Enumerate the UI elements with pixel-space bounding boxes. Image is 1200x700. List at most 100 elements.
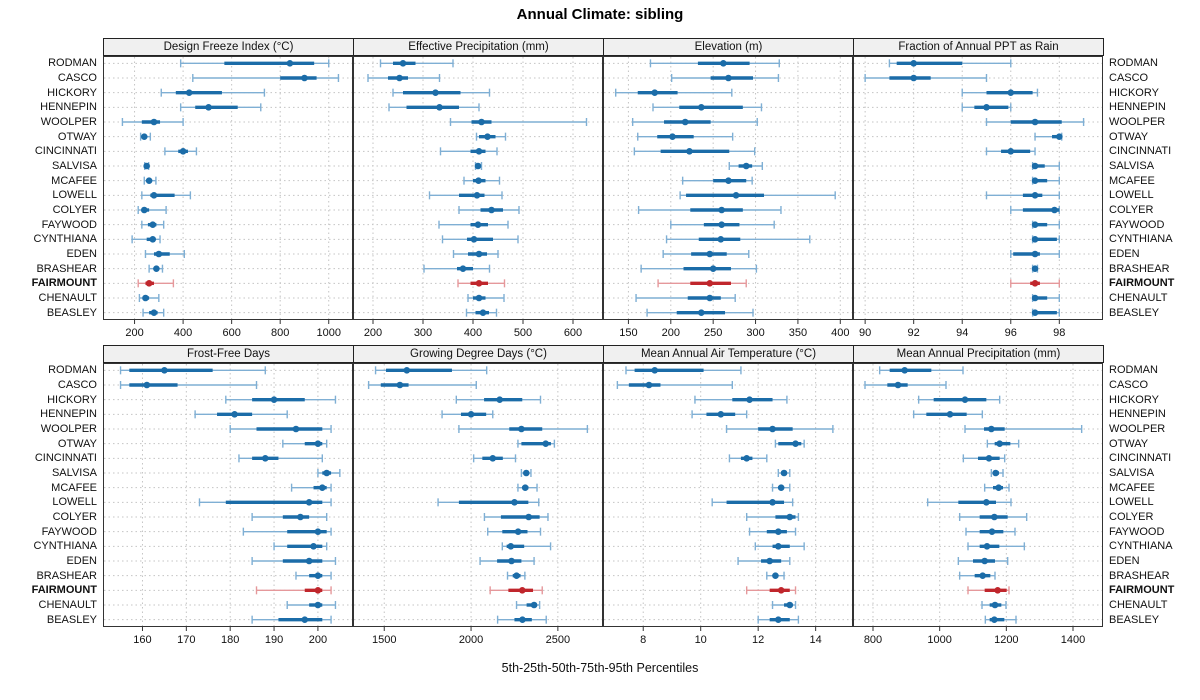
site-label-rodman: RODMAN — [1109, 364, 1158, 377]
site-label-hennepin: HENNEPIN — [40, 101, 97, 114]
x-tick-label: 800 — [864, 634, 882, 646]
site-label-cynthiana: CYNTHIANA — [33, 233, 97, 246]
x-tick-label: 600 — [564, 327, 582, 339]
x-tick-label: 400 — [464, 327, 482, 339]
site-labels-left-bottom: RODMAN CASCO HICKORY HENNEPIN WOOLPER OTWAY CI… — [0, 345, 103, 627]
panel-strip: Frost-Free Days — [103, 345, 354, 363]
site-label-lowell: LOWELL — [52, 496, 97, 509]
site-label-colyer: COLYER — [52, 511, 97, 523]
site-label-beasley: BEASLEY — [46, 613, 97, 626]
x-tick-label: 500 — [514, 327, 532, 339]
x-tick-label: 800 — [271, 327, 289, 339]
site-label-cynthiana: CYNTHIANA — [33, 540, 97, 553]
site-label-eden: EDEN — [66, 555, 97, 567]
panel-2: Elevation (m) 150 200 250 300 350 400 — [603, 38, 854, 344]
x-tick-label: 98 — [1053, 327, 1065, 339]
panel-strip-title: Frost-Free Days — [186, 348, 271, 360]
panel-7: Mean Annual Precipitation (mm) 800 1000 120… — [853, 345, 1104, 651]
axis-caption: 5th-25th-50th-75th-95th Percentiles — [501, 661, 699, 675]
site-label-lowell: LOWELL — [1109, 189, 1154, 202]
site-label-mcafee: MCAFEE — [1109, 174, 1155, 187]
panel-6: Mean Annual Air Temperature (°C) 8 10 12 14 — [603, 345, 854, 651]
site-label-lowell: LOWELL — [52, 189, 97, 202]
panel-strip-title: Mean Annual Air Temperature (°C) — [640, 348, 817, 360]
panel-plot: 200 400 600 800 1000 — [103, 56, 353, 339]
panel-strip-title: Fraction of Annual PPT as Rain — [898, 41, 1059, 53]
x-tick-label: 600 — [222, 327, 240, 339]
panel-3: Fraction of Annual PPT as Rain 90 92 94 96 98 — [853, 38, 1104, 344]
x-tick-label: 400 — [831, 327, 849, 339]
site-label-casco: CASCO — [1109, 72, 1149, 84]
x-tick-label: 170 — [177, 634, 195, 646]
x-tick-label: 1200 — [994, 634, 1018, 646]
panel-row-top: RODMAN CASCO HICKORY HENNEPIN WOOLPER OTWAY CI… — [0, 38, 1200, 344]
panel-strip-title: Effective Precipitation (mm) — [408, 41, 549, 53]
site-label-eden: EDEN — [1109, 555, 1140, 567]
site-label-brashear: BRASHEAR — [1109, 262, 1170, 275]
site-label-eden: EDEN — [66, 248, 97, 260]
site-label-salvisa: SALVISA — [1109, 160, 1155, 172]
panel-plot: 160 170 180 190 200 — [103, 363, 353, 646]
site-label-chenault: CHENAULT — [1109, 599, 1168, 611]
x-tick-label: 1000 — [927, 634, 951, 646]
site-label-mcafee: MCAFEE — [51, 174, 97, 187]
panel-strip-title: Growing Degree Days (°C) — [410, 348, 547, 360]
site-label-otway: OTWAY — [57, 130, 97, 143]
site-label-salvisa: SALVISA — [51, 467, 97, 479]
site-label-mcafee: MCAFEE — [1109, 481, 1155, 494]
x-tick-label: 90 — [859, 327, 871, 339]
site-label-chenault: CHENAULT — [1109, 292, 1168, 304]
site-label-hickory: HICKORY — [47, 393, 97, 406]
x-tick-label: 94 — [956, 327, 968, 339]
x-tick-label: 250 — [704, 327, 722, 339]
site-label-faywood: FAYWOOD — [41, 525, 97, 538]
site-label-cincinnati: CINCINNATI — [1109, 452, 1172, 465]
panel-strip-title: Elevation (m) — [694, 41, 763, 53]
panel-strip: Mean Annual Precipitation (mm) — [853, 345, 1104, 363]
x-tick-label: 200 — [309, 634, 327, 646]
x-tick-label: 180 — [221, 634, 239, 646]
panel-plot: 800 1000 1200 1400 — [853, 363, 1103, 646]
site-label-colyer: COLYER — [52, 204, 97, 216]
x-tick-label: 300 — [746, 327, 764, 339]
panel-strip: Growing Degree Days (°C) — [353, 345, 604, 363]
site-label-faywood: FAYWOOD — [1109, 218, 1165, 231]
site-labels-left-top: RODMAN CASCO HICKORY HENNEPIN WOOLPER OTWAY CI… — [0, 38, 103, 320]
panel-strip: Fraction of Annual PPT as Rain — [853, 38, 1104, 56]
x-tick-label: 1400 — [1061, 634, 1085, 646]
panel-strip: Effective Precipitation (mm) — [353, 38, 604, 56]
x-tick-label: 160 — [133, 634, 151, 646]
site-label-hickory: HICKORY — [1109, 393, 1159, 406]
site-label-faywood: FAYWOOD — [1109, 525, 1165, 538]
site-label-eden: EDEN — [1109, 248, 1140, 260]
site-label-hickory: HICKORY — [47, 86, 97, 99]
x-tick-label: 2500 — [546, 634, 570, 646]
panel-plot: 150 200 250 300 350 400 — [603, 56, 853, 339]
panels-bottom: Frost-Free Days 160 170 180 190 200 Growing De… — [103, 345, 1104, 651]
site-label-rodman: RODMAN — [1109, 57, 1158, 70]
x-tick-label: 200 — [125, 327, 143, 339]
x-tick-label: 8 — [640, 634, 646, 646]
panels-top: Design Freeze Index (°C) 200 400 600 800 1000… — [103, 38, 1104, 344]
chart-title: Annual Climate: sibling — [516, 6, 684, 23]
x-tick-label: 12 — [752, 634, 764, 646]
site-label-colyer: COLYER — [1109, 511, 1154, 523]
x-tick-label: 350 — [789, 327, 807, 339]
site-labels-right-bottom: RODMAN CASCO HICKORY HENNEPIN WOOLPER OTWAY CI… — [1103, 345, 1200, 627]
site-label-chenault: CHENAULT — [38, 599, 97, 611]
site-label-salvisa: SALVISA — [51, 160, 97, 172]
panel-strip-title: Design Freeze Index (°C) — [163, 41, 294, 53]
site-label-cynthiana: CYNTHIANA — [1109, 540, 1173, 553]
x-tick-label: 96 — [1005, 327, 1017, 339]
site-label-brashear: BRASHEAR — [36, 262, 97, 275]
site-label-beasley: BEASLEY — [1109, 306, 1160, 319]
site-label-hennepin: HENNEPIN — [1109, 101, 1166, 114]
site-label-beasley: BEASLEY — [46, 306, 97, 319]
site-label-brashear: BRASHEAR — [36, 569, 97, 582]
site-label-cincinnati: CINCINNATI — [1109, 145, 1172, 158]
site-label-fairmount: FAIRMOUNT — [31, 277, 97, 290]
site-label-cynthiana: CYNTHIANA — [1109, 233, 1173, 246]
x-tick-label: 2000 — [459, 634, 483, 646]
site-label-woolper: WOOLPER — [1109, 116, 1166, 128]
site-label-salvisa: SALVISA — [1109, 467, 1155, 479]
